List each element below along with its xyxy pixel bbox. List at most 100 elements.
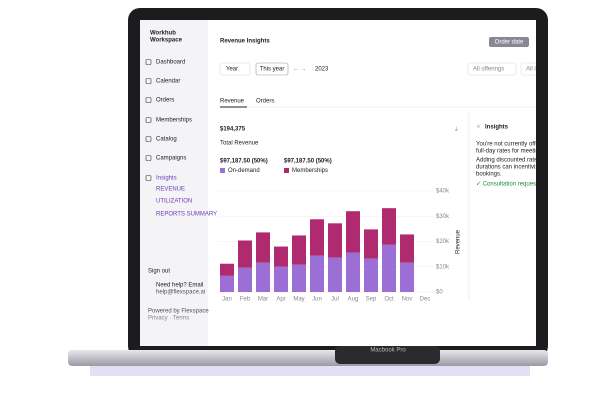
nav-icon — [145, 155, 152, 161]
x-tick-label: Dec — [420, 297, 431, 303]
period-text[interactable]: Year — [226, 67, 238, 73]
laptop-base — [68, 350, 548, 366]
laptop-shadow — [90, 366, 530, 376]
insights-title: Insights — [485, 125, 509, 131]
order-button-text[interactable]: Order date — [495, 40, 524, 46]
bar-segment — [364, 229, 378, 259]
help-email[interactable]: help@flexspace.ai — [156, 290, 205, 296]
x-tick-label: Sep — [366, 297, 377, 303]
x-tick-label: Feb — [240, 297, 251, 303]
total-label: Total Revenue — [220, 141, 259, 147]
nav-icon — [145, 97, 152, 103]
legend-value: $97,187.50 (50%) — [284, 159, 332, 165]
bar-segment — [328, 257, 342, 292]
nav-item[interactable]: Calendar — [156, 79, 180, 85]
x-tick-label: Oct — [384, 297, 394, 303]
y-tick-label: $40k — [436, 189, 450, 195]
y-tick-label: $20k — [436, 239, 450, 245]
device-label: Macbook Pro — [370, 348, 406, 354]
bar-segment — [274, 246, 288, 267]
order-button[interactable] — [489, 37, 529, 47]
y-axis-title: Revenue — [456, 229, 462, 254]
y-tick-label: $10k — [436, 264, 450, 270]
x-tick-label: Jun — [312, 297, 322, 303]
legend-value: $97,187.50 (50%) — [220, 159, 268, 165]
download-icon[interactable]: ⤓ — [455, 126, 458, 133]
x-tick-label: Mar — [258, 297, 268, 303]
nav-item[interactable]: Catalog — [156, 137, 177, 143]
x-tick-label: Apr — [276, 297, 285, 303]
nav-item[interactable]: Memberships — [156, 118, 192, 124]
subnav-item[interactable]: UTILIZATION — [156, 199, 192, 205]
page-title: Revenue Insights — [220, 39, 270, 45]
subnav-item[interactable]: REVENUE — [156, 187, 185, 193]
bar-segment — [220, 263, 234, 276]
help-text: Need help? Email — [156, 283, 203, 289]
insight-line: bookings. — [476, 172, 502, 178]
powered-by: Powered by Flexspace — [148, 309, 209, 315]
y-tick-label: $30k — [436, 214, 450, 220]
insight-line: full-day rates for meetin — [476, 149, 539, 155]
x-tick-label: Aug — [348, 297, 359, 303]
nav-icon — [145, 59, 152, 65]
bar-segment — [382, 208, 396, 245]
y-tick-label: $0 — [436, 290, 443, 296]
nav-item[interactable]: Orders — [156, 98, 174, 104]
bar-segment — [400, 262, 414, 292]
bar-segment — [310, 255, 324, 292]
x-tick-label: Nov — [402, 297, 413, 303]
tab[interactable]: Revenue — [220, 99, 245, 105]
legal-links[interactable]: Privacy · Terms — [148, 316, 189, 322]
insights-icon: ✧ — [476, 124, 481, 131]
offerings-select[interactable] — [467, 62, 517, 76]
legend-label: Memberships — [292, 168, 328, 174]
locations-text[interactable]: All locations — [526, 67, 558, 73]
nav-item[interactable]: Campaigns — [156, 156, 186, 162]
bar-segment — [400, 234, 414, 263]
logo: Workspace — [150, 38, 183, 44]
bar-segment — [346, 211, 360, 253]
nav-item[interactable]: Dashboard — [156, 60, 185, 66]
bar-segment — [382, 244, 396, 292]
nav-icon — [145, 136, 152, 142]
notch — [335, 346, 440, 364]
insight-line: durations can incentiviz — [476, 165, 538, 171]
bar-segment — [256, 232, 270, 263]
bar-segment — [328, 223, 342, 258]
subnav-item[interactable]: REPORTS SUMMARY — [156, 212, 217, 218]
legend-swatch — [284, 168, 289, 173]
insight-line: Adding discounted rates — [476, 158, 540, 164]
x-tick-label: Jul — [331, 297, 339, 303]
nav-arrows[interactable]: ← → — [293, 67, 307, 73]
insight-line: You're not currently offe — [476, 142, 540, 148]
nav-icon — [145, 175, 152, 181]
logo: Workhub — [150, 31, 176, 37]
x-tick-label: Jan — [222, 297, 232, 303]
bar-segment — [292, 264, 306, 292]
nav-item[interactable]: Insights — [156, 176, 177, 182]
this-year-text[interactable]: This year — [260, 67, 285, 73]
legend-swatch — [220, 168, 225, 173]
sign-out[interactable]: Sign out — [148, 269, 170, 275]
bar-segment — [292, 235, 306, 265]
bar-segment — [238, 267, 252, 292]
bar-segment — [364, 258, 378, 292]
x-tick-label: May — [293, 297, 304, 303]
screen: Workhub Workspace Sign out Need help? Em… — [140, 20, 561, 346]
bar-segment — [310, 219, 324, 256]
sidebar — [140, 20, 208, 346]
legend-label: On-demand — [228, 168, 260, 174]
tab[interactable]: Orders — [256, 99, 274, 105]
period-select[interactable] — [219, 62, 251, 76]
nav-icon — [145, 117, 152, 123]
offerings-text[interactable]: All offerings — [473, 67, 504, 73]
bar-segment — [274, 266, 288, 292]
year: 2023 — [315, 67, 329, 73]
this-year-button[interactable] — [255, 62, 289, 76]
insight-action[interactable]: ✓ Consultation request — [476, 182, 538, 188]
locations-select[interactable] — [520, 62, 561, 76]
bar-segment — [256, 262, 270, 292]
bar-segment — [238, 240, 252, 268]
